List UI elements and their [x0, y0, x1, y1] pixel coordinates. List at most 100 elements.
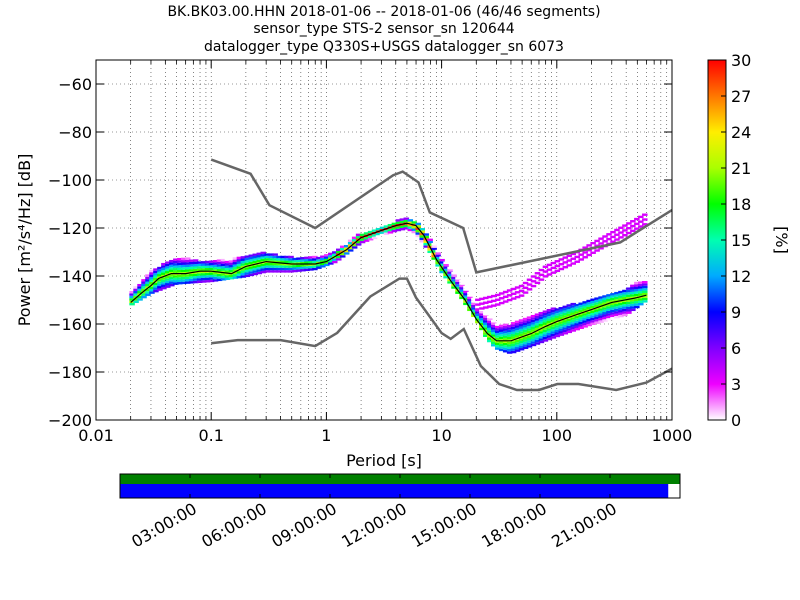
density-cell	[514, 332, 521, 336]
density-cell	[566, 264, 573, 267]
plot-frame	[95, 59, 673, 421]
density-cell	[491, 329, 497, 333]
density-cell	[546, 308, 553, 312]
density-cell	[415, 222, 421, 226]
density-cell	[606, 301, 612, 304]
density-cell	[502, 338, 509, 341]
density-cell	[224, 258, 231, 261]
density-cell	[554, 327, 561, 331]
density-cell	[351, 236, 358, 240]
density-cell	[455, 279, 461, 282]
density-cell	[224, 267, 231, 271]
density-cell	[264, 258, 270, 261]
density-cell	[177, 260, 183, 263]
density-cell	[169, 274, 175, 277]
density-cell	[435, 261, 441, 265]
density-cell	[196, 266, 203, 269]
density-cell	[216, 264, 223, 267]
density-cell	[594, 309, 600, 312]
density-cell	[642, 290, 648, 293]
density-cell	[240, 265, 247, 269]
density-cell	[339, 252, 346, 256]
timeline-label: 12:00:00	[338, 499, 410, 551]
density-cell	[542, 275, 549, 278]
density-cell	[192, 278, 199, 281]
density-cell	[602, 314, 608, 317]
density-cell	[177, 279, 183, 282]
density-cell	[566, 254, 573, 257]
density-cell	[546, 268, 553, 271]
density-cell	[232, 269, 239, 272]
density-cell	[522, 327, 529, 330]
density-cell	[562, 305, 569, 309]
density-cell	[530, 336, 537, 339]
density-cell	[626, 287, 632, 290]
density-cell	[153, 287, 159, 290]
density-cell	[375, 232, 382, 236]
density-cell	[355, 240, 362, 244]
density-cell	[443, 268, 449, 272]
density-cell	[622, 306, 628, 309]
density-cell	[308, 263, 314, 266]
density-cell	[312, 260, 318, 264]
density-cell	[510, 341, 517, 344]
density-cell	[494, 337, 501, 341]
density-cell	[256, 271, 263, 275]
density-cell	[165, 275, 171, 279]
density-cell	[367, 235, 374, 239]
density-cell	[522, 332, 529, 335]
density-cell	[614, 308, 620, 312]
density-cell	[566, 323, 573, 326]
density-cell	[236, 261, 243, 264]
density-cell	[634, 289, 640, 292]
density-cell	[483, 332, 489, 335]
density-cell	[141, 283, 147, 287]
density-cell	[582, 315, 588, 318]
density-cell	[304, 268, 310, 272]
density-cell	[204, 268, 211, 271]
density-cell	[339, 255, 346, 258]
density-cell	[622, 304, 628, 307]
y-tick-label: −120	[48, 219, 92, 238]
density-cell	[602, 307, 608, 310]
density-cell	[606, 315, 612, 319]
density-cell	[415, 232, 421, 235]
density-cell	[471, 300, 477, 303]
density-cell	[502, 290, 509, 294]
density-cell	[514, 286, 521, 289]
density-cell	[224, 275, 231, 278]
density-cell	[590, 298, 596, 301]
density-cell	[566, 325, 573, 329]
density-cell	[208, 265, 215, 268]
density-cell	[169, 267, 175, 270]
density-cell	[534, 318, 541, 321]
density-cell	[522, 325, 529, 328]
density-cell	[487, 323, 493, 326]
density-cell	[610, 307, 616, 310]
density-cell	[586, 311, 592, 315]
density-cell	[622, 292, 628, 295]
density-cell	[212, 279, 219, 282]
density-cell	[192, 273, 199, 277]
density-cell	[578, 258, 584, 261]
density-cell	[506, 341, 513, 345]
density-cell	[181, 274, 187, 277]
density-cell	[582, 322, 588, 326]
density-cell	[562, 322, 569, 325]
density-cell	[498, 301, 505, 305]
density-cell	[292, 260, 298, 263]
density-cell	[494, 332, 501, 336]
density-cell	[157, 286, 163, 289]
density-cell	[618, 314, 624, 318]
density-cell	[558, 326, 565, 329]
x-tick-label: 0.1	[198, 426, 223, 445]
density-cell	[316, 264, 322, 267]
density-cell	[554, 308, 561, 311]
density-cell	[256, 252, 263, 256]
density-cell	[487, 335, 493, 338]
density-cell	[518, 319, 525, 322]
density-cell	[479, 297, 485, 301]
x-tick-label: 100	[542, 426, 573, 445]
density-cell	[518, 340, 525, 344]
